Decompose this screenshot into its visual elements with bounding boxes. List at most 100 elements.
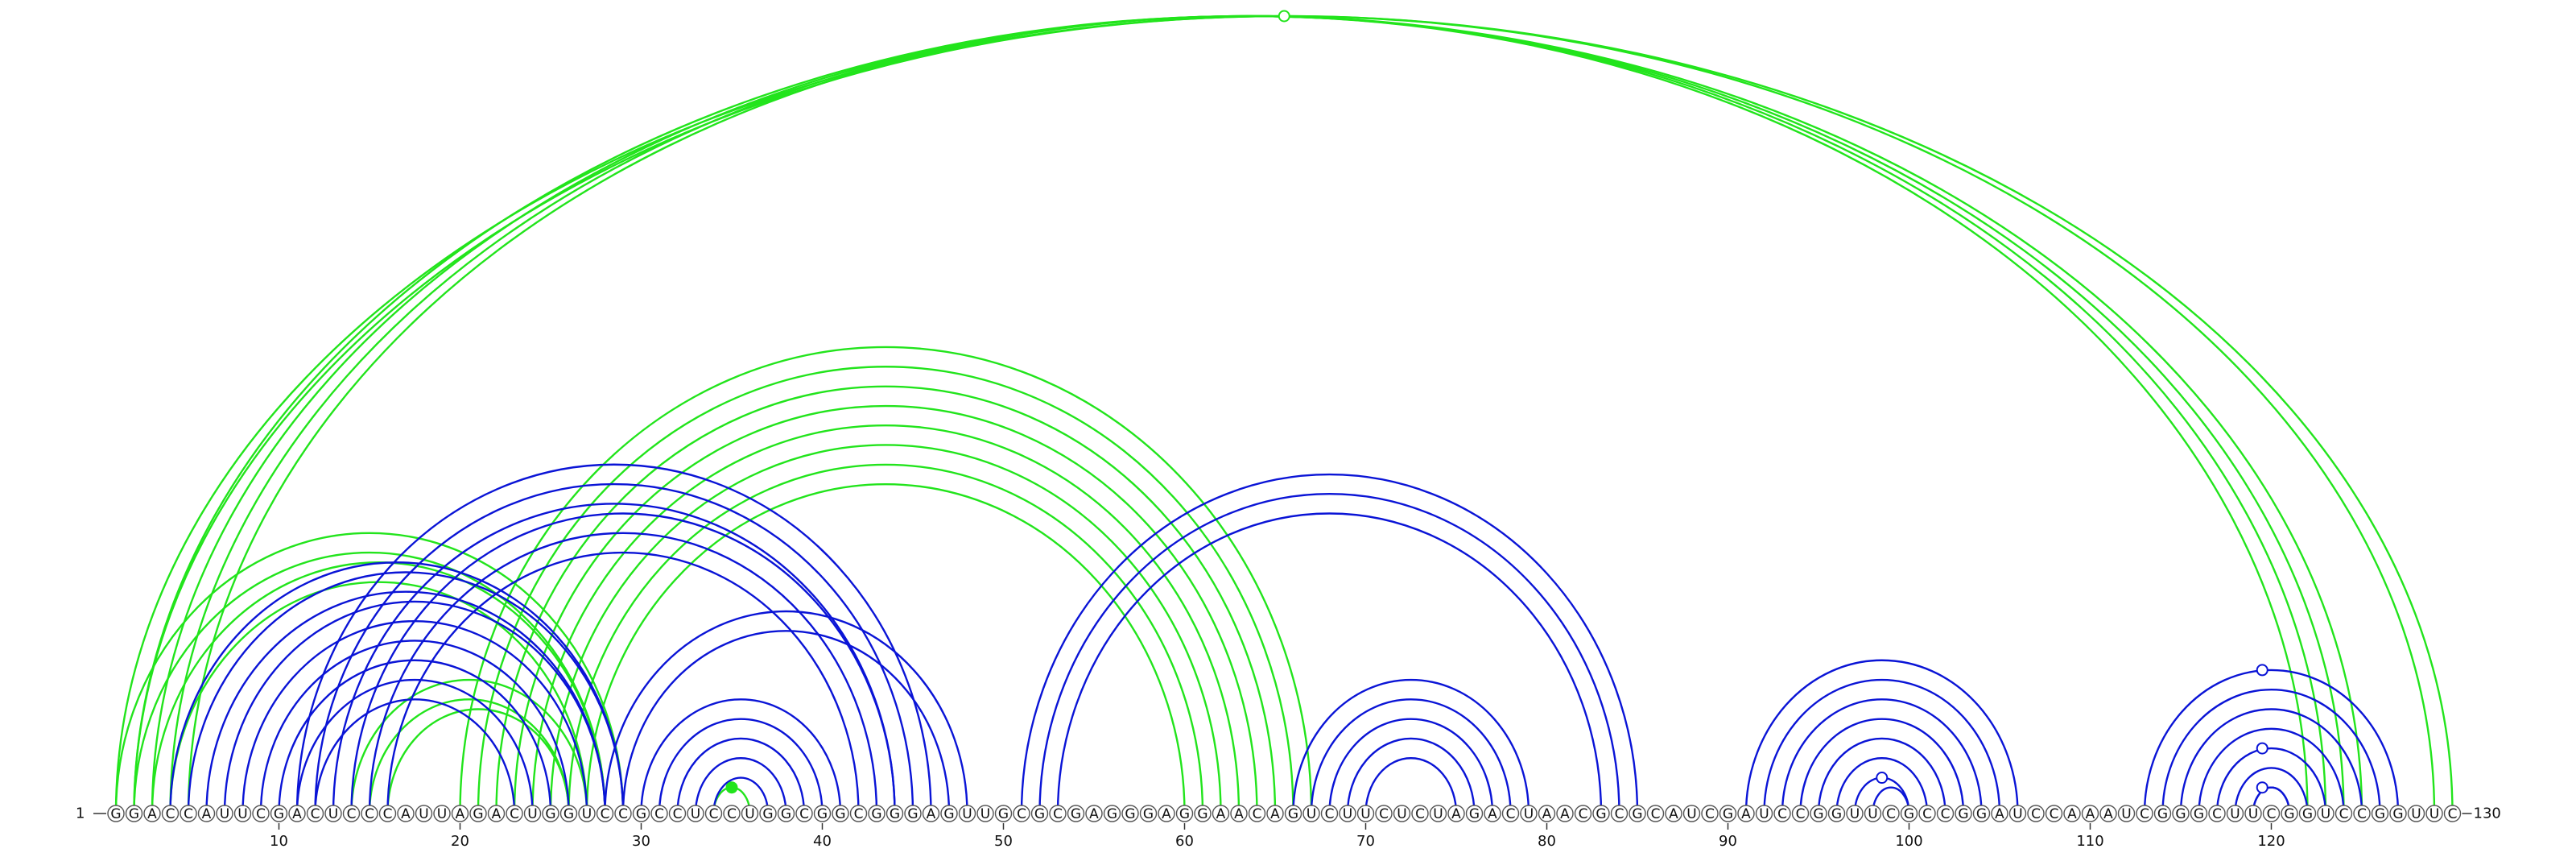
base-pair-arc xyxy=(2179,708,2363,814)
nucleotide: G xyxy=(1900,805,1918,822)
nucleotide: C xyxy=(650,805,668,822)
nucleotide: C xyxy=(2027,805,2045,822)
nucleotide: G xyxy=(2281,805,2298,822)
svg-text:U: U xyxy=(1307,806,1316,822)
nucleotide: G xyxy=(1465,805,1484,822)
nucleotide: A xyxy=(451,805,469,822)
base-pair-arc xyxy=(658,718,824,814)
svg-text:G: G xyxy=(781,806,791,822)
nucleotide: U xyxy=(324,805,342,822)
svg-text:G: G xyxy=(762,806,773,822)
base-pair-arc xyxy=(386,708,570,814)
nucleotide: A xyxy=(1266,805,1284,822)
nucleotide: G xyxy=(1175,805,1194,822)
nucleotide: U xyxy=(2317,805,2334,822)
svg-text:A: A xyxy=(1162,806,1171,822)
svg-text:C: C xyxy=(1777,806,1787,822)
nucleotide: G xyxy=(559,805,578,822)
base-pair-arc xyxy=(169,561,625,814)
nucleotide: A xyxy=(397,805,415,822)
nucleotide: C xyxy=(1646,805,1665,822)
nucleotide: C xyxy=(1248,805,1266,822)
nucleotide: A xyxy=(2081,805,2099,822)
nucleotide: C xyxy=(306,805,324,822)
svg-text:G: G xyxy=(2392,806,2403,822)
svg-text:U: U xyxy=(1524,806,1534,822)
nucleotide: U xyxy=(741,805,759,822)
svg-text:C: C xyxy=(618,806,628,822)
svg-text:A: A xyxy=(492,806,502,822)
nucleotide: G xyxy=(940,805,958,822)
svg-text:A: A xyxy=(2103,806,2113,822)
svg-text:G: G xyxy=(1143,806,1154,822)
nucleotide: U xyxy=(2008,805,2027,822)
nucleotide: U xyxy=(1520,805,1538,822)
base-pair-arc xyxy=(2215,747,2327,814)
nucleotide: C xyxy=(506,805,523,822)
svg-text:A: A xyxy=(927,806,936,822)
svg-text:U: U xyxy=(2230,806,2240,822)
svg-text:C: C xyxy=(2448,806,2458,822)
nucleotide: C xyxy=(252,805,270,822)
nucleotide: C xyxy=(849,805,868,822)
svg-text:C: C xyxy=(256,806,266,822)
base-pair-arc xyxy=(386,551,860,814)
nucleotide: A xyxy=(1538,805,1556,822)
nucleotide: G xyxy=(632,805,650,822)
tick-label: 10 xyxy=(270,833,288,850)
nucleotide: U xyxy=(1339,805,1356,822)
base-pair-arc xyxy=(223,600,606,814)
base-pair-arc xyxy=(1835,757,1929,814)
svg-text:A: A xyxy=(1451,806,1461,822)
base-pair-arc xyxy=(549,444,1222,814)
base-pair-arc xyxy=(314,482,914,814)
svg-text:A: A xyxy=(292,806,302,822)
base-pair-arc xyxy=(278,659,552,814)
svg-text:G: G xyxy=(1197,806,1208,822)
nucleotide: G xyxy=(904,805,922,822)
svg-text:A: A xyxy=(1542,806,1552,822)
base-pair-arc xyxy=(1346,737,1476,814)
svg-text:C: C xyxy=(1579,806,1588,822)
svg-text:U: U xyxy=(1343,806,1352,822)
nucleotide: C xyxy=(1320,805,1339,822)
svg-text:G: G xyxy=(1288,806,1298,822)
svg-text:C: C xyxy=(654,806,664,822)
base-pair-arc xyxy=(1799,718,1965,814)
tick-label: 40 xyxy=(813,833,832,850)
svg-text:U: U xyxy=(2429,806,2439,822)
svg-text:C: C xyxy=(2267,806,2277,822)
nucleotide: G xyxy=(1955,805,1972,822)
nucleotide: C xyxy=(1882,805,1900,822)
svg-text:U: U xyxy=(1686,806,1696,822)
svg-text:G: G xyxy=(1958,806,1968,822)
tick-label: 90 xyxy=(1719,833,1737,850)
nucleotide: A xyxy=(1484,805,1501,822)
nucleotide: U xyxy=(1846,805,1864,822)
svg-text:G: G xyxy=(2194,806,2204,822)
svg-text:C: C xyxy=(1615,806,1624,822)
nucleotide: C xyxy=(614,805,632,822)
base-pair-arc xyxy=(712,776,770,814)
nucleotide: U xyxy=(578,805,596,822)
nucleotide: G xyxy=(1719,805,1737,822)
nucleotide: G xyxy=(2298,805,2317,822)
nucleotide: G xyxy=(2190,805,2208,822)
svg-text:C: C xyxy=(1796,806,1806,822)
nucleotide: C xyxy=(180,805,197,822)
svg-text:A: A xyxy=(2067,806,2077,822)
nucleotide: A xyxy=(1085,805,1103,822)
svg-text:G: G xyxy=(564,806,574,822)
nucleotide: C xyxy=(2443,805,2462,822)
svg-text:C: C xyxy=(365,806,374,822)
nucleotide: C xyxy=(1610,805,1629,822)
base-pair-arc xyxy=(2143,669,2400,814)
svg-text:C: C xyxy=(510,806,519,822)
svg-text:U: U xyxy=(2013,806,2022,822)
svg-text:U: U xyxy=(691,806,700,822)
svg-text:C: C xyxy=(184,806,193,822)
svg-text:U: U xyxy=(419,806,428,822)
base-pair-arc xyxy=(187,14,2309,814)
nucleotide: A xyxy=(2063,805,2081,822)
nucleotide: U xyxy=(523,805,542,822)
